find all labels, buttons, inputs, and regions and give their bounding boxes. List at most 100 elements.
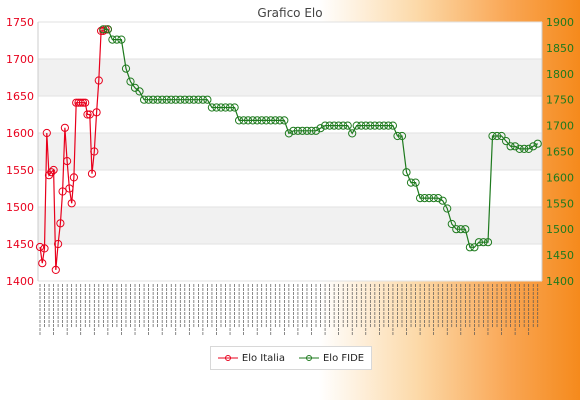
right-tick-label: 1550	[546, 197, 574, 210]
data-point	[257, 116, 266, 125]
data-point	[212, 103, 221, 112]
data-point	[225, 103, 235, 112]
data-point	[452, 225, 461, 234]
left-tick-label: 1450	[6, 238, 34, 251]
series-line	[103, 28, 539, 248]
legend-item-elo-fide: Elo FIDE	[298, 353, 364, 364]
legend-label-elo-italia: Elo Italia	[241, 352, 285, 364]
data-point	[293, 126, 302, 135]
data-point	[69, 173, 79, 182]
right-tick-label: 1400	[546, 275, 574, 288]
data-point	[524, 144, 533, 153]
data-point	[194, 95, 203, 104]
x-tick-labels	[39, 284, 539, 336]
data-point	[65, 184, 74, 193]
data-point	[47, 168, 56, 177]
right-tick-label: 1850	[546, 42, 574, 55]
left-tick-label: 1600	[6, 127, 34, 140]
data-point	[180, 95, 189, 104]
grid-band	[38, 133, 542, 170]
left-tick-label: 1750	[6, 16, 34, 29]
data-point	[76, 98, 85, 107]
data-point	[63, 157, 72, 166]
data-point	[289, 126, 298, 135]
data-point	[515, 144, 524, 153]
data-point	[207, 103, 216, 112]
data-point	[54, 239, 63, 249]
data-point	[158, 95, 167, 104]
data-point	[502, 137, 511, 146]
left-tick-label: 1400	[6, 275, 34, 288]
data-point	[388, 121, 397, 130]
data-point	[40, 244, 49, 253]
right-tick-label: 1500	[546, 223, 574, 236]
data-point	[361, 121, 370, 130]
data-point	[456, 225, 465, 234]
data-point	[307, 126, 316, 135]
data-point	[325, 121, 334, 130]
plot-bands	[37, 21, 543, 282]
data-point	[316, 124, 325, 133]
data-point	[144, 95, 153, 104]
data-point	[203, 95, 212, 104]
data-point	[429, 194, 438, 203]
legend-item-elo-italia: Elo Italia	[217, 352, 285, 364]
data-point	[348, 129, 357, 138]
data-point	[520, 144, 529, 153]
data-point	[474, 238, 483, 247]
data-point	[167, 95, 176, 104]
data-point	[121, 64, 131, 73]
right-tick-label: 1800	[546, 68, 574, 81]
data-point	[302, 126, 312, 135]
data-point	[465, 243, 474, 252]
right-tick-label: 1700	[546, 120, 574, 133]
data-point	[67, 199, 76, 208]
data-point	[411, 178, 420, 187]
data-point	[149, 95, 158, 104]
right-tick-label: 1650	[546, 146, 574, 159]
legend-swatch-elo-italia	[217, 355, 238, 361]
data-point	[438, 196, 447, 205]
data-point	[230, 103, 239, 112]
series-elo-italia	[35, 25, 113, 274]
data-point	[171, 95, 180, 104]
data-point	[101, 25, 110, 34]
data-point	[321, 121, 330, 130]
data-point	[58, 187, 67, 196]
data-point	[266, 116, 275, 125]
chart-title: Grafico Elo	[257, 6, 322, 20]
data-point	[483, 238, 493, 247]
data-point	[461, 225, 470, 234]
data-point	[103, 25, 113, 34]
data-point	[221, 103, 230, 112]
data-point	[497, 131, 506, 141]
data-point	[434, 194, 443, 203]
data-point	[244, 116, 253, 125]
grid-band	[38, 59, 542, 96]
data-point	[94, 76, 103, 85]
data-point	[185, 95, 194, 104]
data-point	[99, 25, 108, 34]
left-tick-label: 1700	[6, 53, 34, 66]
data-point	[78, 98, 88, 107]
data-point	[443, 204, 452, 213]
data-point	[339, 121, 348, 130]
data-point	[379, 121, 388, 130]
data-point	[393, 131, 402, 141]
data-point	[262, 116, 271, 125]
data-point	[83, 110, 92, 119]
data-point	[311, 126, 321, 135]
data-point	[87, 169, 97, 178]
data-point	[402, 168, 411, 177]
data-point	[529, 142, 538, 151]
data-point	[135, 87, 144, 96]
data-point	[488, 131, 497, 141]
data-point	[112, 35, 122, 44]
data-point	[397, 131, 407, 141]
data-point	[406, 178, 416, 187]
data-point	[330, 121, 339, 130]
data-point	[92, 108, 101, 117]
data-point	[176, 95, 185, 104]
data-point	[51, 265, 60, 274]
